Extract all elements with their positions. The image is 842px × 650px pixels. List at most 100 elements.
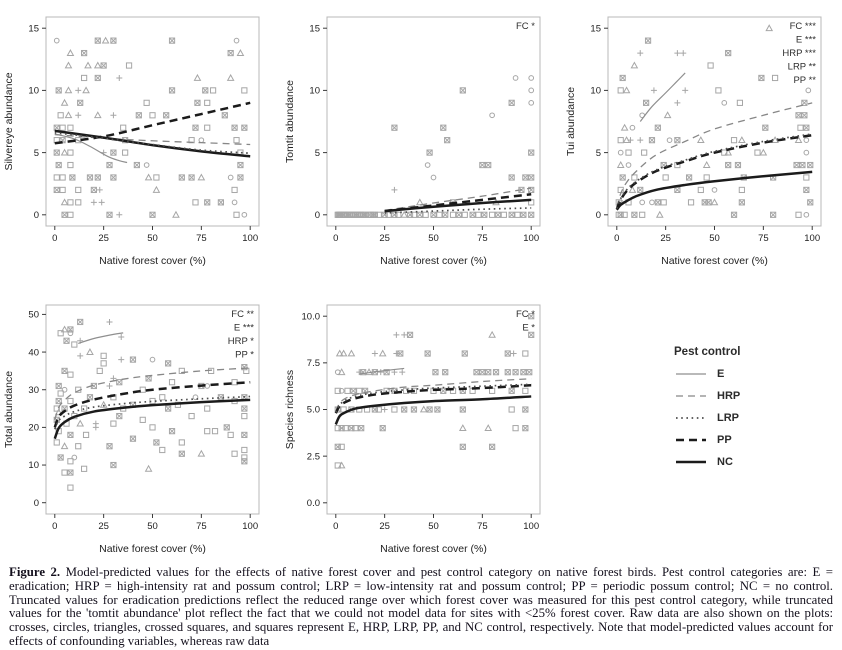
- svg-text:100: 100: [242, 521, 258, 532]
- chart-species-richness: 0.0 2.5 5.0 7.5 10.0 0 25 50 75 100 Native forest …: [284, 304, 541, 555]
- svg-text:E ***: E ***: [234, 323, 254, 334]
- chart-total-abundance: 0 10 20 30 40 50 0 25 50 75 100 Native forest cover…: [3, 304, 260, 555]
- legend-label-pp: PP: [717, 433, 732, 446]
- svg-text:HRP *: HRP *: [228, 336, 255, 347]
- legend-item-pp: PP: [674, 433, 842, 446]
- chart-tomtit-abundance: 0 5 10 15 0 25 50 75 100 Native forest cover (%) T…: [284, 16, 541, 267]
- panel-cell-tomtit: 0 5 10 15 0 25 50 75 100 Native forest cover (%) T…: [281, 0, 562, 288]
- legend-label-nc: NC: [717, 455, 733, 468]
- figure-caption: Figure 2. Model-predicted values for the…: [9, 565, 833, 649]
- figure-caption-label: Figure 2.: [9, 565, 61, 579]
- svg-text:Native forest cover (%): Native forest cover (%): [380, 255, 487, 267]
- legend-label-lrp: LRP: [717, 411, 739, 424]
- svg-text:10: 10: [309, 86, 320, 97]
- svg-text:FC **: FC **: [231, 309, 254, 320]
- svg-text:10.0: 10.0: [302, 311, 321, 322]
- svg-text:0: 0: [52, 521, 57, 532]
- panel-cell-silvereye: 0 5 10 15 0 25 50 75 100 Native forest cover (%) S…: [0, 0, 281, 288]
- svg-text:7.5: 7.5: [307, 358, 320, 369]
- svg-text:HRP ***: HRP ***: [782, 48, 816, 59]
- svg-text:0: 0: [315, 210, 320, 221]
- svg-text:50: 50: [428, 233, 439, 244]
- legend-item-nc: NC: [674, 455, 842, 468]
- svg-text:5: 5: [315, 148, 320, 159]
- svg-text:0: 0: [34, 498, 39, 509]
- legend-item-lrp: LRP: [674, 411, 842, 424]
- svg-text:0.0: 0.0: [307, 498, 320, 509]
- svg-text:E *: E *: [522, 323, 535, 334]
- svg-text:15: 15: [309, 23, 320, 34]
- svg-text:75: 75: [758, 233, 769, 244]
- svg-text:50: 50: [709, 233, 720, 244]
- svg-text:5.0: 5.0: [307, 405, 320, 416]
- svg-text:100: 100: [523, 233, 539, 244]
- svg-text:0: 0: [52, 233, 57, 244]
- svg-text:5: 5: [596, 148, 601, 159]
- figure-panels: 0 5 10 15 0 25 50 75 100 Native forest cover (%) S…: [0, 0, 842, 560]
- legend-line-e-icon: [676, 372, 706, 375]
- svg-text:PP **: PP **: [793, 75, 816, 86]
- svg-text:Total abundance: Total abundance: [3, 371, 15, 448]
- legend-item-e: E: [674, 367, 842, 380]
- svg-text:E ***: E ***: [796, 35, 816, 46]
- svg-text:25: 25: [98, 233, 109, 244]
- svg-text:25: 25: [98, 521, 109, 532]
- svg-text:75: 75: [196, 233, 207, 244]
- svg-text:0: 0: [34, 210, 39, 221]
- figure-caption-text: Model-predicted values for the effects o…: [9, 565, 833, 649]
- svg-text:25: 25: [379, 233, 390, 244]
- svg-text:PP *: PP *: [235, 350, 254, 361]
- svg-text:10: 10: [28, 86, 39, 97]
- legend-line-lrp-icon: [676, 416, 706, 419]
- svg-text:50: 50: [28, 310, 39, 321]
- legend-item-hrp: HRP: [674, 389, 842, 402]
- svg-text:100: 100: [242, 233, 258, 244]
- svg-text:5: 5: [34, 148, 39, 159]
- svg-text:Tomtit abundance: Tomtit abundance: [284, 80, 296, 163]
- svg-text:15: 15: [28, 23, 39, 34]
- svg-text:FC *: FC *: [516, 309, 535, 320]
- panel-cell-species: 0.0 2.5 5.0 7.5 10.0 0 25 50 75 100 Native forest …: [281, 288, 562, 560]
- svg-text:Native forest cover (%): Native forest cover (%): [99, 543, 206, 555]
- svg-text:2.5: 2.5: [307, 451, 320, 462]
- legend-line-hrp-icon: [676, 394, 706, 397]
- svg-text:50: 50: [147, 521, 158, 532]
- svg-text:40: 40: [28, 347, 39, 358]
- svg-text:75: 75: [477, 521, 488, 532]
- svg-text:100: 100: [523, 521, 539, 532]
- svg-text:0: 0: [596, 210, 601, 221]
- svg-text:50: 50: [428, 521, 439, 532]
- pest-control-legend: Pest control E HRP LRP PP: [674, 346, 842, 468]
- svg-text:Native forest cover (%): Native forest cover (%): [661, 255, 768, 267]
- svg-text:Species richness: Species richness: [284, 370, 296, 449]
- svg-text:Native forest cover (%): Native forest cover (%): [380, 543, 487, 555]
- svg-text:0: 0: [614, 233, 619, 244]
- legend-title: Pest control: [674, 346, 741, 358]
- svg-text:15: 15: [590, 23, 601, 34]
- svg-text:10: 10: [28, 460, 39, 471]
- svg-text:Silvereye abundance: Silvereye abundance: [3, 72, 15, 170]
- svg-text:LRP **: LRP **: [788, 62, 817, 73]
- svg-text:30: 30: [28, 385, 39, 396]
- legend-cell: Pest control E HRP LRP PP: [562, 288, 842, 560]
- panel-cell-total: 0 10 20 30 40 50 0 25 50 75 100 Native forest cover…: [0, 288, 281, 560]
- chart-silvereye-abundance: 0 5 10 15 0 25 50 75 100 Native forest cover (%) S…: [3, 16, 260, 267]
- svg-text:20: 20: [28, 423, 39, 434]
- svg-text:Native forest cover (%): Native forest cover (%): [99, 255, 206, 267]
- panel-cell-tui: 0 5 10 15 0 25 50 75 100 Native forest cover (%) T…: [562, 0, 842, 288]
- svg-text:Tui abundance: Tui abundance: [565, 87, 577, 156]
- svg-text:100: 100: [804, 233, 820, 244]
- svg-text:50: 50: [147, 233, 158, 244]
- svg-text:75: 75: [477, 233, 488, 244]
- svg-text:0: 0: [333, 521, 338, 532]
- svg-text:10: 10: [590, 86, 601, 97]
- svg-text:25: 25: [379, 521, 390, 532]
- legend-label-hrp: HRP: [717, 389, 741, 402]
- svg-text:25: 25: [660, 233, 671, 244]
- legend-label-e: E: [717, 367, 725, 380]
- legend-line-nc-icon: [676, 460, 706, 463]
- svg-text:75: 75: [196, 521, 207, 532]
- svg-text:FC ***: FC ***: [790, 21, 817, 32]
- chart-tui-abundance: 0 5 10 15 0 25 50 75 100 Native forest cover (%) T…: [565, 16, 822, 267]
